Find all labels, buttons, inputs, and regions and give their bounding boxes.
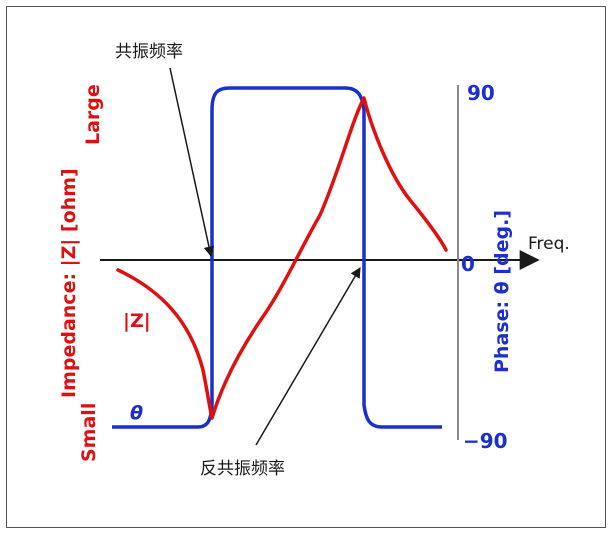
- frequency-axis-label: Freq.: [528, 234, 570, 254]
- anti-resonance-arrow: [255, 267, 361, 446]
- phase-tick-90: 90: [467, 81, 495, 105]
- phase-tick-0: 0: [461, 252, 475, 276]
- diagram-frame: [6, 6, 606, 528]
- left-axis-label: Impedance: |Z| [ohm]: [58, 168, 80, 398]
- resonance-arrow: [169, 67, 215, 258]
- left-axis-large-label: Large: [82, 84, 104, 145]
- phase-curve: [112, 86, 442, 429]
- left-axis-small-label: Small: [78, 403, 100, 462]
- anti-resonance-label: 反共振频率: [200, 459, 285, 479]
- impedance-curve-label: |Z|: [123, 310, 151, 332]
- impedance-curve: [116, 96, 448, 420]
- phase-curve-label: θ: [130, 402, 143, 424]
- right-axis-label: Phase: θ [deg.]: [491, 210, 513, 373]
- resonance-label: 共振频率: [115, 42, 183, 62]
- phase-tick-minus-90: −90: [463, 429, 508, 453]
